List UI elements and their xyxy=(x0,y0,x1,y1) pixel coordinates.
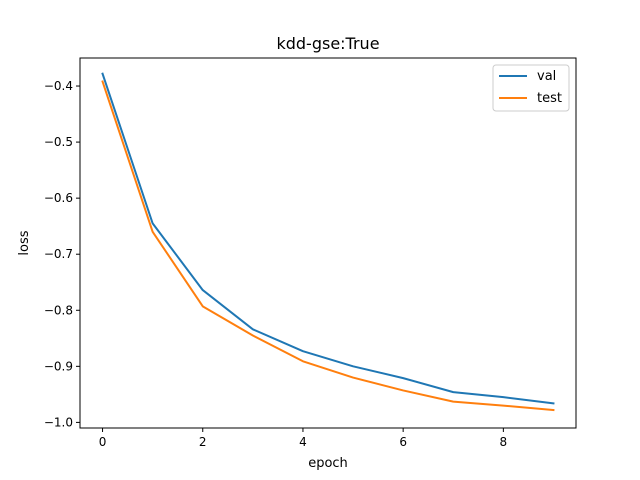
y-tick-label: −0.8 xyxy=(44,303,73,317)
y-tick-label: −0.7 xyxy=(44,247,73,261)
x-tick-label: 4 xyxy=(299,435,307,449)
x-axis-label: epoch xyxy=(308,456,348,471)
y-axis-label: loss xyxy=(17,230,32,255)
series-lines xyxy=(101,72,555,412)
series-line-test xyxy=(101,80,555,412)
y-tick-label: −1.0 xyxy=(44,415,73,429)
chart-title: kdd-gse:True xyxy=(276,34,379,53)
series-line-val xyxy=(101,72,555,405)
plot-frame xyxy=(79,57,577,429)
legend-label-val: val xyxy=(537,69,556,84)
x-axis-ticks: 0 2 4 6 8 xyxy=(99,428,507,449)
legend-label-test: test xyxy=(537,91,562,106)
x-tick-label: 0 xyxy=(99,435,107,449)
x-tick-label: 2 xyxy=(199,435,207,449)
y-tick-label: −0.9 xyxy=(44,359,73,373)
y-tick-label: −0.4 xyxy=(44,79,73,93)
y-tick-label: −0.5 xyxy=(44,135,73,149)
y-axis-ticks: −0.4 −0.5 −0.6 −0.7 −0.8 −0.9 −1.0 xyxy=(44,79,80,429)
x-tick-label: 8 xyxy=(500,435,508,449)
y-tick-label: −0.6 xyxy=(44,191,73,205)
x-tick-label: 6 xyxy=(399,435,407,449)
legend: val test xyxy=(492,64,570,112)
